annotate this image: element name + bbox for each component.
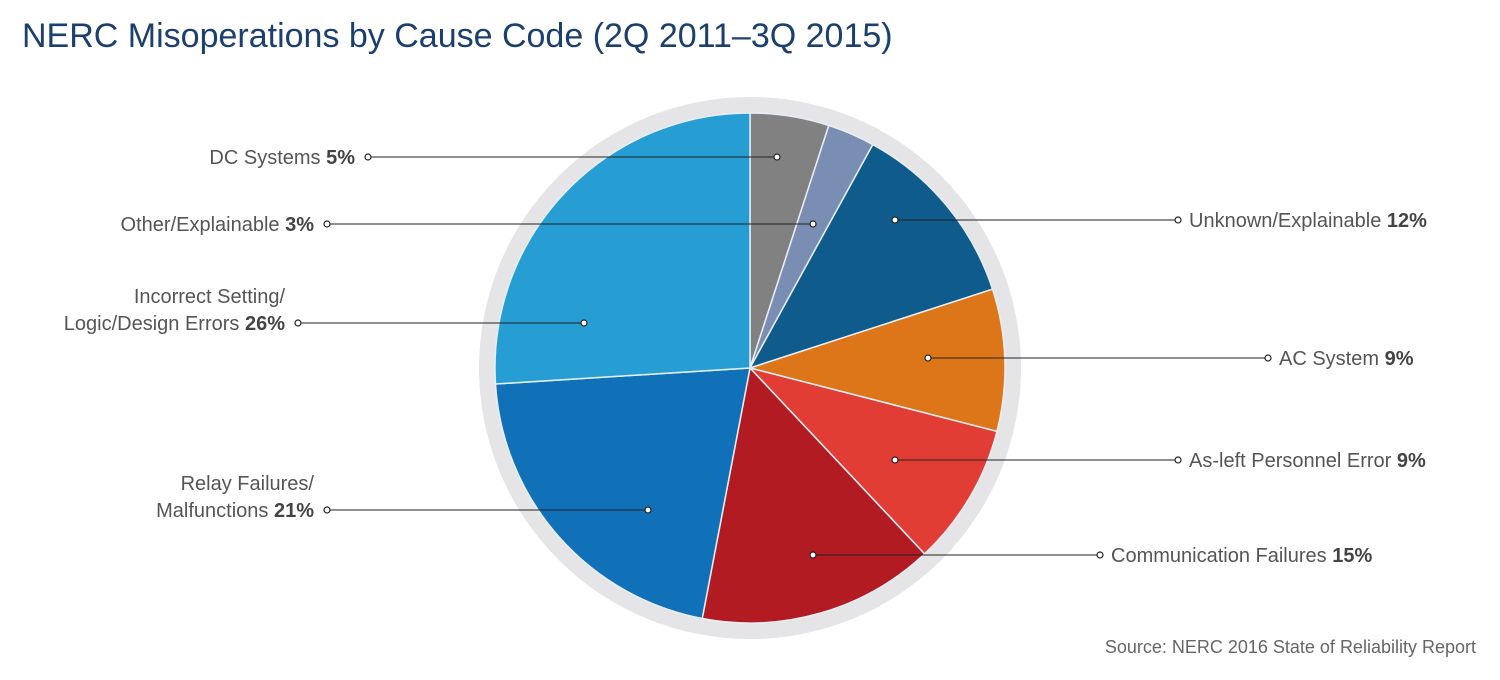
slice-label: Malfunctions 21% <box>156 500 314 522</box>
slice-percent: 15% <box>1327 545 1373 567</box>
leader-dot <box>644 506 652 514</box>
slice-label: Communication Failures 15% <box>1111 545 1372 567</box>
leader-dot <box>1264 354 1272 362</box>
pie-slice-3 <box>748 143 994 370</box>
slice-percent: 3% <box>280 214 315 236</box>
leader-dot <box>294 319 302 327</box>
slice-label: Logic/Design Errors 26% <box>64 313 285 335</box>
leader-dot <box>809 551 817 559</box>
leader-dot <box>891 216 899 224</box>
slice-percent: 12% <box>1381 210 1427 232</box>
slice-percent: 26% <box>239 313 285 335</box>
pie-slice-6 <box>701 366 926 624</box>
slice-label: AC System 9% <box>1279 348 1414 370</box>
slice-label: Unknown/Explainable 12% <box>1189 210 1427 232</box>
pie-slice-5 <box>747 366 998 555</box>
leader-dot <box>323 506 331 514</box>
leader-dot <box>364 153 372 161</box>
slice-percent: 21% <box>268 500 314 522</box>
leader-dot <box>323 220 331 228</box>
leader-dot <box>1096 551 1104 559</box>
slice-label: Incorrect Setting/ <box>134 286 286 308</box>
slice-percent: 5% <box>321 147 356 169</box>
source-note: Source: NERC 2016 State of Reliability R… <box>1105 637 1476 657</box>
slice-percent: 9% <box>1379 348 1414 370</box>
slice-percent: 9% <box>1391 450 1426 472</box>
leader-dot <box>1174 456 1182 464</box>
slice-label: DC Systems 5% <box>209 147 355 169</box>
leader-dot <box>809 220 817 228</box>
pie-slice-7 <box>494 367 751 620</box>
pie-slice-4 <box>747 288 1006 433</box>
pie-slice-8 <box>494 112 751 385</box>
slice-label: Other/Explainable 3% <box>121 214 315 236</box>
leader-dot <box>773 153 781 161</box>
slice-label: Relay Failures/ <box>181 473 315 495</box>
leader-dot <box>580 319 588 327</box>
leader-dot <box>924 354 932 362</box>
slice-label: As-left Personnel Error 9% <box>1189 450 1426 472</box>
leader-dot <box>1174 216 1182 224</box>
leader-dot <box>891 456 899 464</box>
chart-title: NERC Misoperations by Cause Code (2Q 201… <box>22 17 893 55</box>
